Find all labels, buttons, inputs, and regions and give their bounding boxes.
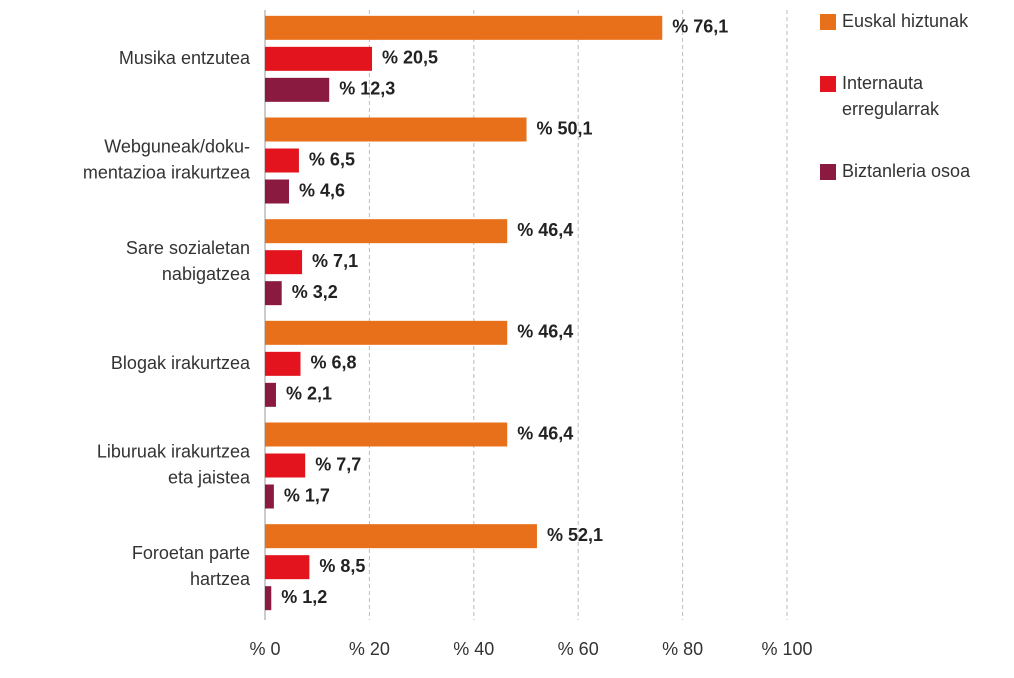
value-label: % 2,1: [286, 384, 332, 404]
bar: [265, 148, 299, 173]
category-label: Sare sozialetan nabigatzea: [126, 238, 251, 284]
x-tick-label: % 0: [249, 639, 280, 659]
value-label: % 46,4: [517, 423, 573, 443]
bar: [265, 351, 301, 376]
x-tick-label: % 60: [558, 639, 599, 659]
value-label: % 6,8: [310, 353, 356, 373]
legend-label: Euskal hiztunak: [842, 11, 969, 31]
category-label: Musika entzutea: [119, 48, 251, 68]
bar: [265, 586, 272, 611]
bar: [265, 117, 527, 142]
x-tick-label: % 100: [761, 639, 812, 659]
value-label: % 7,1: [312, 251, 358, 271]
bar: [265, 524, 537, 549]
value-label: % 3,2: [292, 282, 338, 302]
bar: [265, 219, 508, 244]
value-label: % 8,5: [319, 556, 365, 576]
bar: [265, 281, 282, 306]
bar: [265, 320, 508, 345]
value-label: % 46,4: [517, 220, 573, 240]
category-label: Foroetan parte hartzea: [132, 543, 251, 589]
bar: [265, 179, 290, 204]
bar: [265, 15, 663, 40]
x-tick-label: % 20: [349, 639, 390, 659]
value-label: % 4,6: [299, 180, 345, 200]
value-label: % 46,4: [517, 322, 573, 342]
value-label: % 6,5: [309, 149, 355, 169]
x-tick-label: % 80: [662, 639, 703, 659]
x-tick-label: % 40: [453, 639, 494, 659]
legend-label: Internauta erregularrak: [842, 73, 940, 119]
bar: [265, 77, 330, 102]
bar: [265, 382, 276, 407]
value-label: % 20,5: [382, 48, 438, 68]
value-label: % 52,1: [547, 525, 603, 545]
category-label: Liburuak irakurtzea eta jaistea: [97, 441, 251, 487]
bar: [265, 555, 310, 580]
legend-swatch: [820, 164, 836, 180]
value-label: % 12,3: [339, 79, 395, 99]
value-label: % 50,1: [537, 118, 593, 138]
value-label: % 76,1: [672, 17, 728, 37]
bar: [265, 484, 274, 509]
value-label: % 1,7: [284, 485, 330, 505]
legend-label: Biztanleria osoa: [842, 161, 971, 181]
bar: [265, 422, 508, 447]
category-label: Webguneak/doku-mentazioa irakurtzea: [83, 136, 251, 182]
value-label: % 1,2: [281, 587, 327, 607]
bar: [265, 250, 303, 275]
bar: [265, 453, 306, 478]
legend-swatch: [820, 76, 836, 92]
bar: [265, 46, 373, 71]
value-label: % 7,7: [315, 454, 361, 474]
category-label: Blogak irakurtzea: [111, 353, 251, 373]
legend-swatch: [820, 14, 836, 30]
